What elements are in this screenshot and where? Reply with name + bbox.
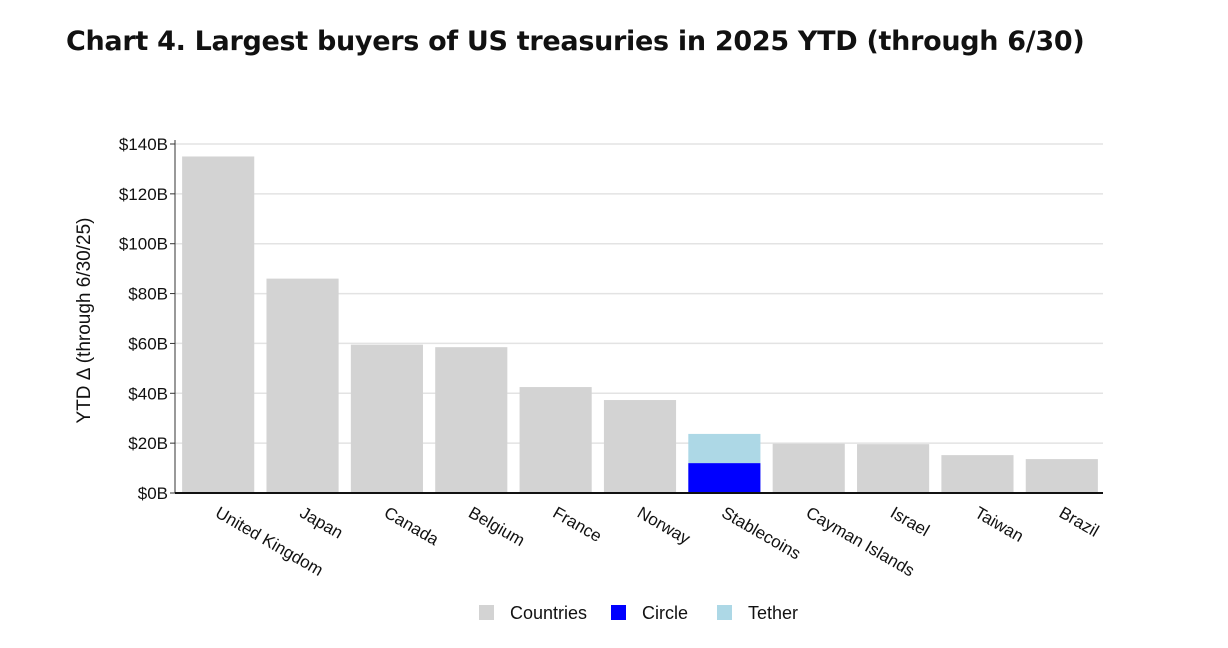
- y-tick-label: $120B: [119, 185, 168, 204]
- bar-countries: [435, 347, 508, 493]
- x-tick-label: Israel: [887, 503, 933, 540]
- legend-swatch: [717, 605, 732, 620]
- bar-countries: [182, 156, 255, 493]
- x-tick-label: Canada: [381, 503, 443, 550]
- y-tick-label: $100B: [119, 235, 168, 254]
- legend-label: Countries: [510, 603, 587, 623]
- bar-countries: [519, 387, 592, 493]
- y-tick-label: $40B: [128, 384, 168, 403]
- bar-countries: [350, 344, 423, 493]
- y-tick-label: $0B: [138, 484, 168, 503]
- bar-circle: [688, 463, 761, 493]
- legend-swatch: [479, 605, 494, 620]
- x-tick-label: France: [550, 503, 605, 546]
- bar-countries: [603, 400, 677, 493]
- bar-countries: [941, 455, 1014, 493]
- legend-label: Circle: [642, 603, 688, 623]
- bar-countries: [266, 278, 339, 493]
- y-tick-label: $20B: [128, 434, 168, 453]
- y-tick-label: $80B: [128, 285, 168, 304]
- x-tick-label: Taiwan: [971, 503, 1026, 546]
- bar-tether: [688, 433, 761, 464]
- x-tick-label: Brazil: [1056, 503, 1102, 541]
- bar-countries: [772, 443, 845, 493]
- legend-swatch: [611, 605, 626, 620]
- y-axis-label: YTD Δ (through 6/30/25): [74, 218, 95, 424]
- x-tick-label: Belgium: [465, 503, 528, 550]
- legend-label: Tether: [748, 603, 798, 623]
- x-tick-label: Stablecoins: [718, 503, 804, 563]
- bar-countries: [1025, 459, 1098, 493]
- chart-title: Chart 4. Largest buyers of US treasuries…: [66, 26, 1085, 57]
- x-tick-label: Japan: [297, 503, 347, 543]
- y-tick-label: $60B: [128, 334, 168, 353]
- bar-countries: [857, 444, 930, 493]
- x-tick-label: Norway: [634, 503, 694, 549]
- y-tick-label: $140B: [119, 135, 168, 154]
